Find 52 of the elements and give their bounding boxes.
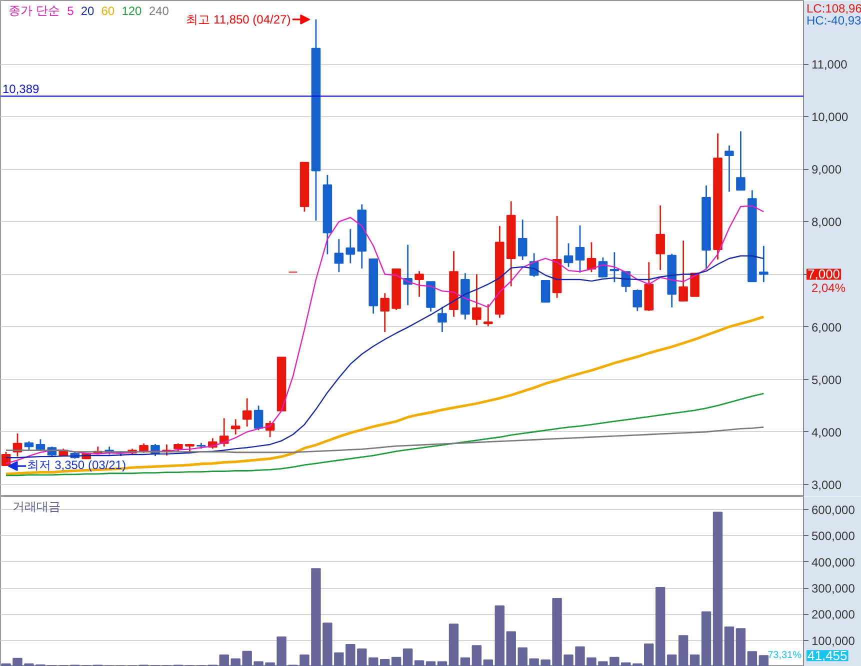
candlestick — [736, 130, 746, 191]
text: 60 — [101, 4, 115, 18]
annotation: 최고 11,850 (04/27) — [186, 12, 291, 26]
chart-title: 거래대금 — [12, 500, 60, 514]
candlestick — [472, 274, 482, 326]
legend-title: 종가 단순 — [8, 4, 60, 18]
candlestick — [24, 440, 34, 452]
candlestick — [346, 228, 356, 264]
candlestick — [242, 398, 252, 428]
y-tick-label: 6,000 — [812, 320, 842, 334]
candlestick — [564, 242, 574, 268]
y-tick-label: 8,000 — [812, 215, 842, 230]
text: 20 — [80, 4, 94, 18]
candlestick — [656, 204, 665, 271]
candlestick — [575, 224, 585, 274]
candlestick — [678, 240, 688, 302]
y-tick-label: 10,000 — [812, 110, 849, 124]
y-tick-label: 100,000 — [812, 634, 856, 648]
candlestick — [380, 292, 390, 333]
y-tick-label: 600,000 — [812, 503, 856, 518]
candlestick — [254, 404, 264, 431]
candlestick — [438, 306, 447, 333]
y-tick-label: 200,000 — [812, 608, 856, 622]
text: HC:-40,93 — [806, 14, 861, 28]
candlestick — [518, 218, 528, 261]
candlestick — [334, 238, 344, 273]
y-tick-label: 300,000 — [812, 582, 856, 596]
candlestick — [598, 256, 608, 278]
text: 240 — [148, 4, 170, 18]
y-tick-label: 500,000 — [812, 529, 856, 544]
y-tick-label: 3,000 — [812, 478, 842, 492]
candlestick — [632, 288, 642, 312]
candlestick — [414, 270, 424, 298]
y-tick-label: 4,000 — [812, 425, 842, 440]
text: 7,000 — [808, 266, 840, 282]
text: LC:108,96 — [806, 2, 861, 16]
annotation: 73,31% — [768, 650, 802, 662]
ref-line-label: 10,389 — [2, 82, 40, 96]
candlestick — [586, 241, 596, 273]
candlestick — [610, 251, 620, 283]
candlestick — [724, 144, 734, 192]
y-tick-label: 5,000 — [812, 372, 842, 387]
candlestick — [484, 303, 493, 327]
text: 5 — [67, 4, 74, 18]
candlestick — [759, 245, 768, 283]
text: 120 — [122, 4, 142, 18]
y-tick-label: 9,000 — [812, 162, 842, 177]
text: 2,04% — [812, 281, 846, 296]
candlestick — [230, 418, 240, 436]
y-tick-label: 11,000 — [812, 58, 848, 72]
y-tick-label: 400,000 — [812, 555, 856, 570]
text: 41,455 — [808, 648, 848, 664]
